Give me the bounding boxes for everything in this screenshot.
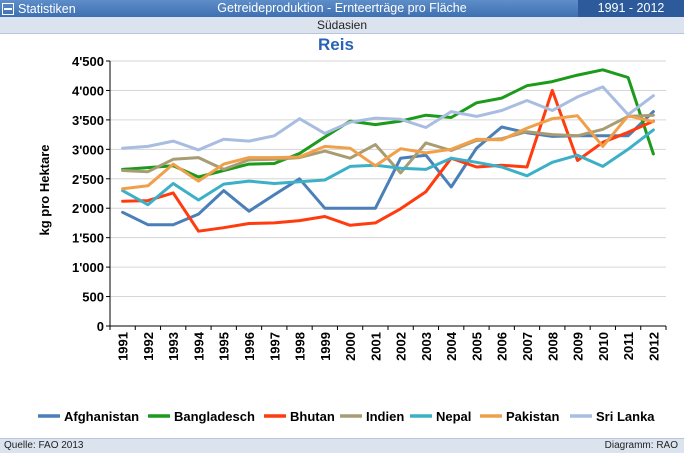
series-line-sri-lanka: [121, 85, 655, 152]
header-bar: Statistiken Getreideproduktion - Ernteer…: [0, 0, 684, 17]
y-tick-label: 1'000: [72, 260, 104, 275]
x-tick-label: 2006: [495, 332, 510, 361]
legend: Afghanistan Bangladesch Bhutan Indien Nepal P…: [38, 409, 655, 424]
y-tick-label: 500: [82, 290, 104, 305]
x-tick-label: 1997: [267, 332, 282, 361]
x-tick-label: 2010: [596, 332, 611, 361]
x-tick-label: 1991: [116, 332, 131, 361]
x-tick-label: 1995: [217, 332, 232, 361]
legend-label: Bangladesch: [174, 409, 255, 424]
y-tick-label: 3'000: [72, 142, 104, 157]
x-tick-label: 2011: [621, 332, 636, 360]
series-lines: [121, 68, 655, 233]
y-tick-label: 0: [97, 319, 104, 334]
y-tick-label: 4'500: [72, 54, 104, 69]
legend-label: Nepal: [436, 409, 471, 424]
x-tick-label: 2009: [571, 332, 586, 361]
axes: [109, 61, 666, 327]
chart-title: Reis: [318, 35, 354, 54]
legend-label: Bhutan: [290, 409, 335, 424]
legend-label: Indien: [366, 409, 404, 424]
legend-label: Pakistan: [506, 409, 560, 424]
y-axis-label: kg pro Hektare: [37, 144, 52, 235]
x-tick-label: 1994: [191, 331, 206, 361]
x-tick-label: 2007: [520, 332, 535, 361]
y-tick-label: 2'000: [72, 201, 104, 216]
x-tick-label: 2005: [469, 332, 484, 361]
y-tick-label: 2'500: [72, 172, 104, 187]
x-tick-label: 1993: [166, 332, 181, 361]
x-tick-labels: 1991 1992 1993 1994 1995 1996 1997 1998 1999 2000…: [116, 331, 662, 361]
x-tick-label: 2001: [368, 332, 383, 361]
region-subheader: Südasien: [0, 17, 684, 34]
series-line-nepal: [121, 128, 655, 207]
y-tick-label: 1'500: [72, 231, 104, 246]
x-tick-label: 1996: [242, 332, 257, 361]
y-tick-label: 4'000: [72, 83, 104, 98]
header-left[interactable]: Statistiken: [2, 1, 76, 16]
y-tick-label: 3'500: [72, 113, 104, 128]
x-tick-label: 2004: [444, 331, 459, 361]
year-range: 1991 - 2012: [578, 0, 684, 17]
x-tick-label: 2012: [646, 332, 661, 361]
x-tick-label: 1998: [293, 332, 308, 361]
legend-label: Sri Lanka: [596, 409, 655, 424]
header-title: Getreideproduktion - Ernteerträge pro Fl…: [217, 1, 467, 15]
x-tick-label: 2008: [545, 332, 560, 361]
source-note: Quelle: FAO 2013: [4, 440, 84, 451]
series-line-bhutan: [121, 88, 655, 233]
legend-label: Afghanistan: [64, 409, 139, 424]
x-tick-label: 2003: [419, 332, 434, 361]
series-line-pakistan: [121, 114, 655, 191]
chart-icon: [2, 2, 14, 15]
x-tick-label: 1992: [141, 332, 156, 361]
statistics-label: Statistiken: [18, 1, 76, 16]
x-tick-label: 2000: [343, 332, 358, 361]
credit-note: Diagramm: RAO: [604, 440, 678, 451]
footer: Quelle: FAO 2013 Diagramm: RAO: [0, 438, 684, 453]
y-tick-labels: 0 500 1'000 1'500 2'000 2'500 3'000 3'500 4'000 4…: [72, 54, 104, 334]
x-tick-label: 1999: [318, 332, 333, 361]
x-tick-label: 2002: [394, 332, 409, 361]
line-chart: Reis kg pro Hektare 0 500 1'000 1'500 2'000 2…: [37, 35, 667, 424]
